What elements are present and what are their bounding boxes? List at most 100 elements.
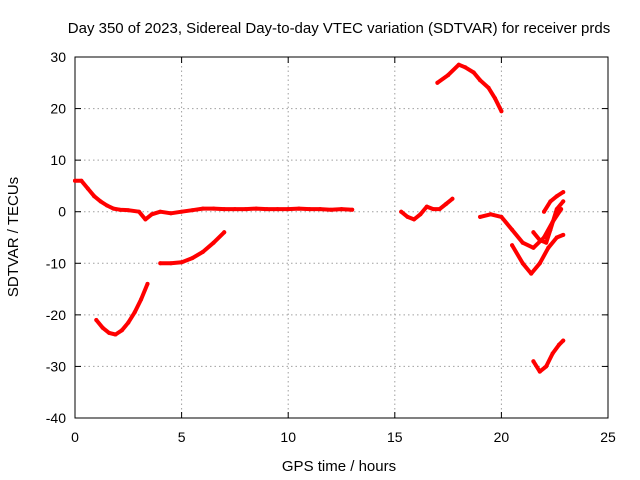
data-point [139,297,144,302]
data-point [73,178,77,183]
data-point [85,186,90,191]
y-tick-label: -10 [46,255,66,271]
data-point [307,207,312,212]
data-point [111,206,116,211]
data-point [529,271,534,276]
data-point [243,207,248,212]
data-point [478,78,483,83]
data-point [412,217,416,222]
data-point [405,214,410,219]
plot-border [74,56,609,419]
data-point [537,369,542,374]
data-point [561,232,566,237]
data-point [126,208,131,213]
data-point [499,109,504,114]
data-point [444,202,448,206]
data-point [554,207,559,212]
data-point [200,206,205,211]
data-point [328,207,333,212]
data-point [286,207,291,212]
axis-ticks: 0 5 10 15 20 25 -40 -30 -20 -10 0 10 20 30 [46,49,616,445]
data-point [211,240,216,245]
y-tick-label: 10 [50,152,66,168]
data-point [143,217,148,222]
data-point [486,85,491,90]
data-point [179,209,184,214]
data-point [446,73,451,78]
data-point [418,212,423,217]
data-point [548,227,553,232]
data-point [510,243,515,248]
data-point [98,199,103,204]
y-tick-label: 20 [50,101,66,117]
data-point [222,207,227,212]
data-point [478,214,483,219]
data-point [79,178,84,183]
data-point [561,338,566,343]
data-point [179,260,184,265]
data-point [168,261,173,266]
data-point [499,214,504,219]
y-tick-label: -20 [46,307,66,323]
data-point [296,206,301,211]
chart-title: Day 350 of 2023, Sidereal Day-to-day VTE… [68,20,610,37]
data-point [437,207,442,212]
data-point [424,204,429,209]
x-tick-label: 15 [387,429,403,445]
series-line-1 [73,178,355,222]
data-point [520,261,525,266]
data-point [107,330,112,335]
data-point [200,249,205,254]
data-point [520,240,525,245]
data-point [531,245,536,250]
data-point [350,207,355,212]
data-point [275,207,280,212]
data-point [431,207,436,212]
x-tick-label: 25 [600,429,616,445]
x-tick-label: 20 [494,429,510,445]
data-point [149,212,154,217]
data-point [105,203,109,208]
data-point [254,206,259,211]
data-point [537,261,542,266]
data-point [92,194,97,199]
data-point [548,199,553,204]
data-point [168,211,173,216]
y-tick-label: -40 [46,410,66,426]
data-point [554,235,559,240]
data-point [158,261,163,266]
data-point [550,351,555,356]
data-point [561,199,566,204]
data-point [126,320,131,325]
data-series [73,62,566,374]
data-point [132,310,137,315]
data-point [546,245,551,250]
data-point [399,209,404,214]
y-axis-label: SDTVAR / TECUs [5,177,22,297]
data-point [450,196,455,201]
data-point [190,256,195,261]
data-point [190,208,195,213]
data-point [531,359,536,364]
data-point [145,281,150,286]
data-point [557,342,561,347]
data-point [137,209,141,214]
y-tick-label: 30 [50,49,66,65]
data-point [94,318,99,322]
x-axis-label: GPS time / hours [282,458,396,475]
data-point [531,230,536,235]
data-point [117,207,122,212]
data-point [537,238,542,243]
data-point [222,230,227,235]
data-point [554,194,559,199]
data-point [435,80,440,85]
y-tick-label: 0 [58,204,66,220]
data-point [542,209,546,214]
data-point [264,207,269,212]
data-point [339,207,344,212]
data-point [463,65,468,70]
series-line-9 [542,190,566,214]
y-tick-label: -30 [46,358,66,374]
data-point [119,328,124,333]
data-point [100,325,105,330]
